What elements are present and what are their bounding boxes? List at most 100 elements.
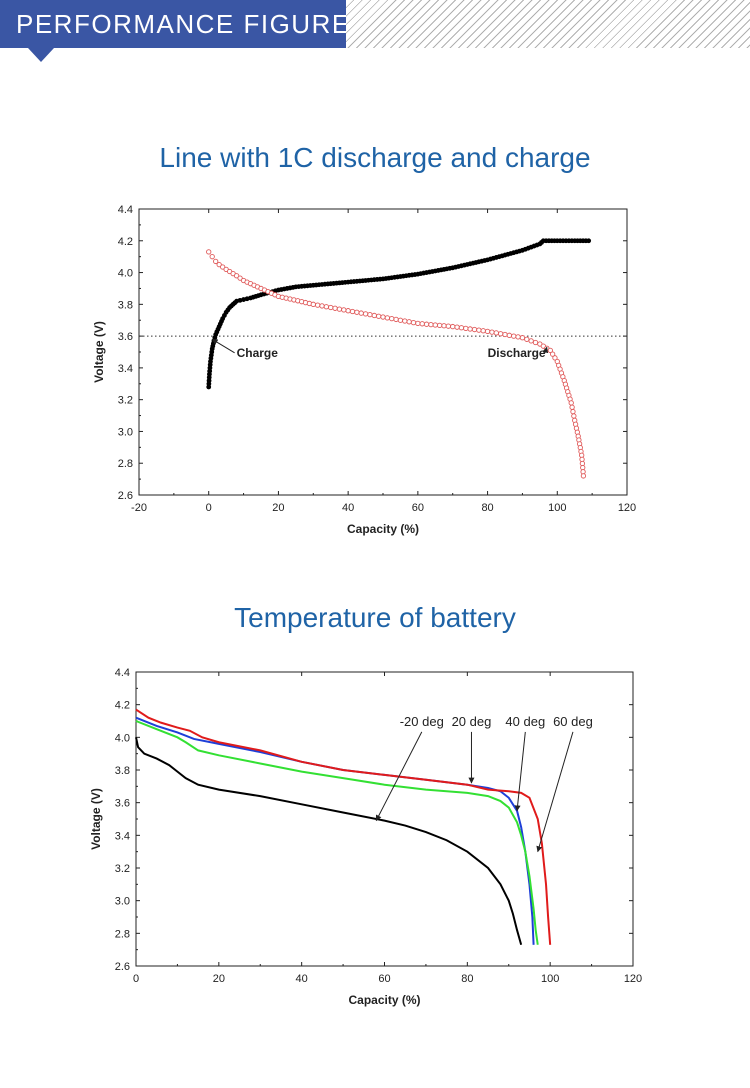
y-tick-label: 2.8 [115,928,130,940]
data-point [206,249,212,255]
data-point [410,319,417,326]
data-point [358,310,364,316]
data-point [458,325,465,331]
annotation-label: 20 deg [452,714,492,729]
y-tick-label: 3.8 [115,765,130,777]
data-point [445,323,452,329]
annotation-arrow [542,346,549,354]
data-point [406,319,412,325]
data-point [213,258,219,265]
data-point [511,333,517,339]
y-axis-label: Voltage (V) [89,788,103,850]
annotation-label: -20 deg [400,714,444,729]
data-point [450,323,456,330]
series-line [135,708,552,945]
data-point [367,312,373,318]
data-point [515,334,521,340]
data-point [580,473,587,479]
x-tick-label: 60 [378,973,390,985]
series-2 [135,720,539,945]
data-point [489,329,495,335]
data-point [319,303,325,309]
data-point [428,321,434,328]
y-tick-label: 4.2 [118,236,133,248]
data-point [209,254,215,260]
data-point [216,261,222,268]
x-tick-label: 60 [412,502,424,514]
y-axis-label: Voltage (V) [92,321,106,383]
discharge-charge-chart: -20 0 20 40 60 80 100 120 2.6 2.8 3.0 3.2 3.4 3.6 3.8 4… [92,204,636,536]
y-tick-label: 2.6 [115,961,130,973]
data-point [571,413,577,419]
data-point [436,322,443,329]
data-point [341,307,347,313]
header-tab: PERFORMANCE FIGURE [0,0,349,48]
y-tick-label: 3.4 [115,830,130,842]
y-tick-label: 3.0 [115,896,130,908]
annotation-arrow [211,338,235,354]
header-pointer [28,48,54,62]
data-point [375,313,382,319]
data-point [524,336,530,342]
x-tick-label: 20 [272,502,284,514]
x-tick-label: 20 [213,973,225,985]
annotation-arrow [514,731,526,812]
data-point [532,339,539,346]
y-tick-label: 3.8 [118,299,133,311]
y-tick-label: 2.6 [118,490,133,502]
series-3 [135,708,552,945]
data-point [397,317,404,323]
data-point [336,306,343,312]
series-0 [206,238,592,390]
y-tick-label: 3.2 [115,863,130,875]
data-point [493,330,499,336]
y-tick-label: 3.6 [115,798,130,810]
data-point [384,315,391,321]
data-point [506,332,513,338]
data-point [233,273,240,279]
data-point [402,318,408,324]
x-tick-label: 40 [296,973,308,985]
data-point [502,331,508,338]
x-tick-label: 120 [618,502,636,514]
x-tick-label: 100 [548,502,566,514]
data-point [423,321,430,327]
x-tick-label: 80 [461,973,473,985]
data-point [371,312,377,319]
annotation-arrow [536,731,574,853]
y-tick-label: 4.0 [118,268,133,280]
data-point [310,301,316,307]
data-point [549,351,556,357]
series-line [135,716,535,945]
data-point [362,311,369,317]
x-tick-label: 0 [133,973,139,985]
data-point [570,408,576,415]
chart2-section-title: Temperature of battery [234,602,516,633]
data-point [328,304,334,311]
y-tick-label: 4.0 [115,732,130,744]
data-point [568,400,574,406]
x-axis-label: Capacity (%) [347,522,419,536]
series-line [135,737,523,946]
x-tick-label: 120 [624,973,642,985]
data-point [467,326,473,332]
data-point [393,316,399,323]
data-point [471,326,478,333]
data-point [332,305,338,311]
temperature-chart: 0 20 40 60 80 100 120 2.6 2.8 3.0 3.2 3.4 3.6 3.8 4.0 4… [89,667,642,1007]
chart1-section-title: Line with 1C discharge and charge [159,142,591,173]
series-line [135,720,539,945]
data-point [528,338,534,344]
header-bar: PERFORMANCE FIGURE [0,0,750,62]
x-tick-label: 100 [541,973,559,985]
data-point [419,321,425,327]
data-point [415,320,421,327]
data-point [569,404,575,410]
annotation-label: 40 deg [505,714,545,729]
y-tick-label: 3.0 [118,426,133,438]
data-point [380,314,386,320]
data-point [389,315,395,322]
x-tick-label: -20 [131,502,147,514]
data-point [476,327,482,333]
data-point [349,308,356,315]
